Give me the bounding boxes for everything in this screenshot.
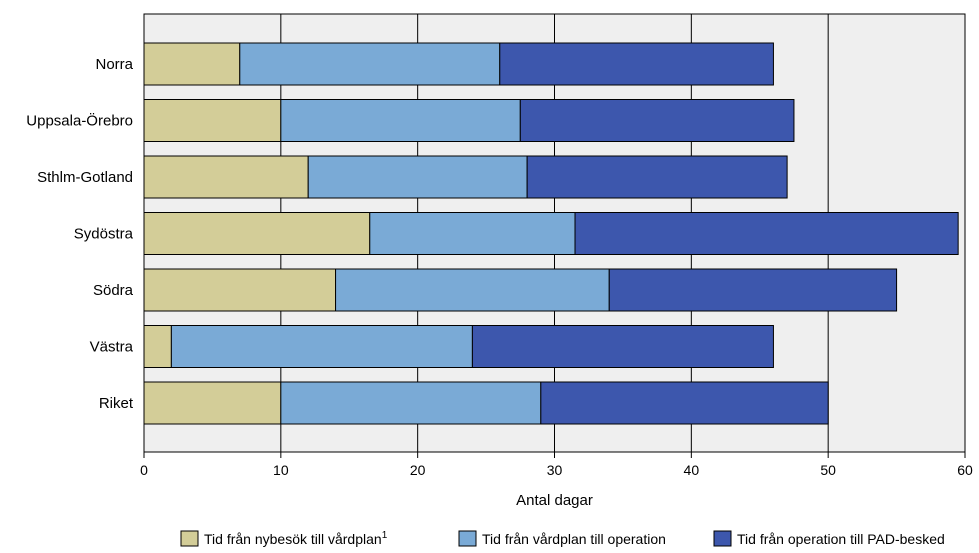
- bar-segment: [369, 212, 576, 255]
- bar-segment: [143, 268, 337, 312]
- bar-segment: [143, 99, 282, 142]
- x-tick-label: 50: [820, 462, 836, 478]
- bar-segment: [170, 325, 473, 368]
- x-tick-label: 0: [140, 462, 148, 478]
- legend-swatch: [713, 530, 732, 547]
- bar-segment: [143, 381, 282, 425]
- bar-segment: [608, 268, 898, 312]
- bar-segment: [574, 212, 959, 255]
- bar-segment: [280, 381, 542, 425]
- bar-segment: [143, 212, 371, 255]
- bar-segment: [519, 99, 795, 142]
- category-label: Västra: [90, 339, 134, 356]
- x-axis-title: Antal dagar: [516, 492, 593, 509]
- bar-segment: [143, 325, 172, 368]
- bar-segment: [143, 42, 241, 86]
- legend-label: Tid från nybesök till vårdplan1: [204, 530, 388, 547]
- x-tick-label: 60: [957, 462, 973, 478]
- bar-segment: [526, 155, 788, 199]
- bar-segment: [499, 42, 774, 86]
- category-label: Uppsala-Örebro: [26, 112, 133, 130]
- bar-segment: [335, 268, 610, 312]
- x-tick-label: 40: [684, 462, 700, 478]
- category-label: Norra: [95, 56, 133, 73]
- x-tick-label: 20: [410, 462, 426, 478]
- legend-swatch: [458, 530, 477, 547]
- bar-segment: [540, 381, 829, 425]
- bar-segment: [307, 155, 528, 199]
- legend: Tid från nybesök till vårdplan1 Tid från …: [180, 530, 945, 547]
- category-label: Riket: [99, 395, 134, 412]
- category-label: Sthlm-Gotland: [37, 169, 133, 186]
- x-axis: 0 10 20 30 40 50 60: [140, 452, 973, 478]
- legend-label: Tid från vårdplan till operation: [482, 531, 666, 547]
- x-tick-label: 10: [273, 462, 289, 478]
- category-label: Sydöstra: [74, 226, 134, 243]
- x-tick-label: 30: [547, 462, 563, 478]
- bar-segment: [280, 99, 521, 142]
- legend-label: Tid från operation till PAD-besked: [737, 531, 945, 547]
- bar-segment: [143, 155, 309, 199]
- y-axis: Norra Uppsala-Örebro Sthlm-Gotland Sydöstra…: [26, 56, 134, 412]
- legend-swatch: [180, 530, 199, 547]
- bar-segment: [471, 325, 774, 368]
- bars: [143, 42, 959, 425]
- bar-segment: [239, 42, 501, 86]
- category-label: Södra: [93, 282, 134, 299]
